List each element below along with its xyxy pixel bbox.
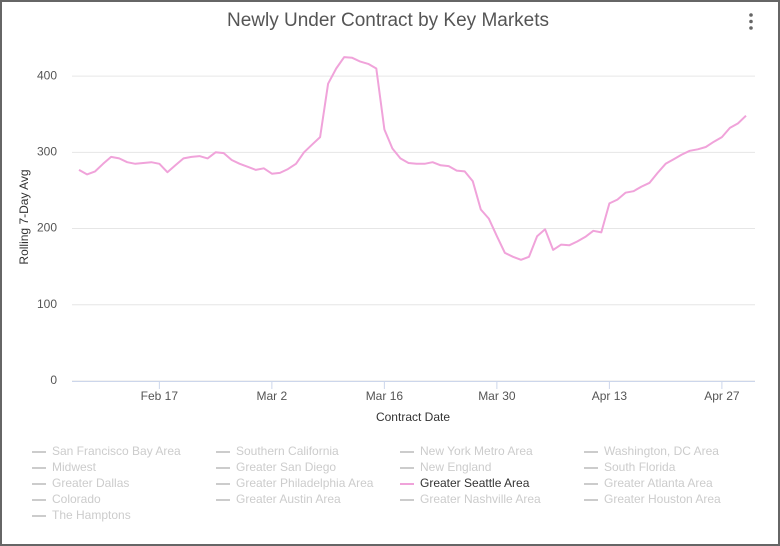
legend-label: Greater Dallas [52,476,129,490]
legend-label: Greater Houston Area [604,492,721,506]
legend-label: Colorado [52,492,101,506]
series-line [78,56,747,261]
legend-label: South Florida [604,460,676,474]
x-tick-label: Mar 16 [366,389,404,403]
x-tick-label: Apr 27 [704,389,740,403]
legend-item[interactable]: Colorado [32,492,101,506]
menu-button[interactable] [749,13,753,30]
legend-item[interactable]: New England [400,460,491,474]
legend-label: New England [420,460,491,474]
y-tick-label: 300 [37,145,57,159]
legend-item[interactable]: Washington, DC Area [584,444,719,458]
x-tick-label: Apr 13 [592,389,628,403]
x-tick-label: Feb 17 [141,389,179,403]
legend-item[interactable]: Greater Nashville Area [400,492,541,506]
legend-label: Greater Atlanta Area [604,476,713,490]
legend-label: Washington, DC Area [604,444,719,458]
legend-item[interactable]: Greater Houston Area [584,492,721,506]
legend-item[interactable]: San Francisco Bay Area [32,444,181,458]
legend-label: Greater Seattle Area [420,476,530,490]
x-tick-label: Mar 30 [478,389,516,403]
menu-dot [749,19,753,24]
legend-item[interactable]: Southern California [216,444,339,458]
chart-title: Newly Under Contract by Key Markets [227,10,549,31]
legend-label: Greater Philadelphia Area [236,476,374,490]
menu-dot [749,26,753,30]
legend-item[interactable]: Greater Atlanta Area [584,476,713,490]
y-tick-label: 200 [37,221,57,235]
y-tick-label: 400 [37,68,57,82]
legend-item[interactable]: Greater Dallas [32,476,129,490]
legend-label: San Francisco Bay Area [52,444,181,458]
y-axis-label: Rolling 7-Day Avg [17,169,31,264]
legend-item[interactable]: Greater Seattle Area [400,476,530,490]
legend-item[interactable]: The Hamptons [32,508,131,522]
legend-label: The Hamptons [52,508,131,522]
y-tick-label: 100 [37,297,57,311]
legend-label: Midwest [52,460,97,474]
legend-item[interactable]: South Florida [584,460,676,474]
legend-label: Greater San Diego [236,460,336,474]
legend-item[interactable]: Greater San Diego [216,460,336,474]
y-tick-label: 0 [50,373,57,387]
x-tick-label: Mar 2 [257,389,288,403]
legend-item[interactable]: New York Metro Area [400,444,533,458]
legend-label: Southern California [236,444,339,458]
legend-item[interactable]: Midwest [32,460,97,474]
legend-label: Greater Nashville Area [420,492,541,506]
legend-label: Greater Austin Area [236,492,341,506]
legend-item[interactable]: Greater Austin Area [216,492,341,506]
legend-item[interactable]: Greater Philadelphia Area [216,476,374,490]
legend-label: New York Metro Area [420,444,533,458]
menu-dot [749,13,753,17]
x-axis-label: Contract Date [376,410,450,424]
